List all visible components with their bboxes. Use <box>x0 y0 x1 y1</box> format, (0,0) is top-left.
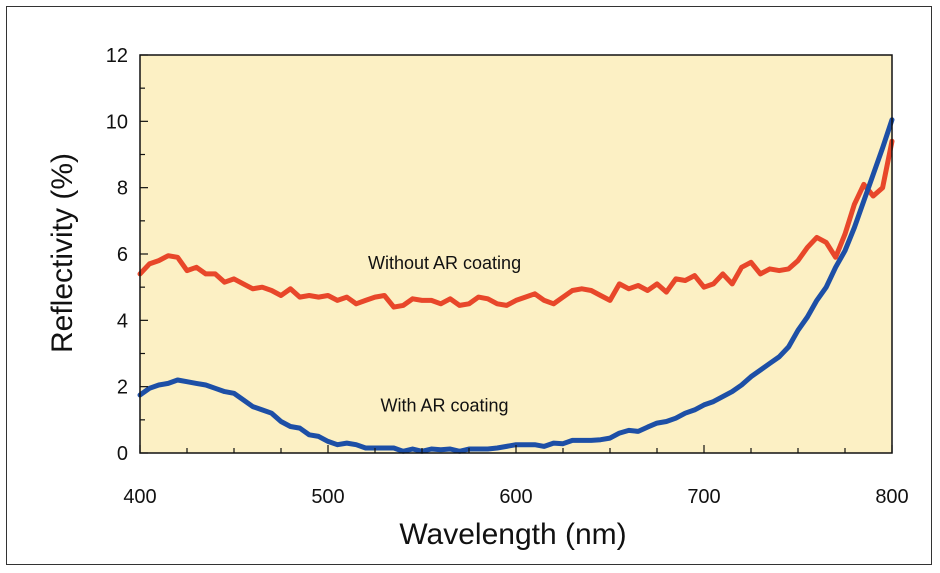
y-tick-label: 10 <box>106 111 128 133</box>
series-line-1 <box>137 117 895 454</box>
x-axis-label: Wavelength (nm) <box>399 518 626 551</box>
x-tick-label: 700 <box>687 486 720 508</box>
annotation-1: With AR coating <box>381 396 509 416</box>
y-tick-label: 6 <box>117 244 128 266</box>
series-line-0 <box>137 138 895 310</box>
x-tick-label: 400 <box>123 486 156 508</box>
annotation-0: Without AR coating <box>368 253 521 273</box>
x-tick-label: 500 <box>311 486 344 508</box>
x-tick-label: 800 <box>875 486 908 508</box>
y-axis-label: Reflectivity (%) <box>46 153 79 353</box>
y-tick-label: 12 <box>106 45 128 67</box>
y-tick-label: 4 <box>117 310 128 332</box>
y-tick-label: 2 <box>117 377 128 399</box>
y-tick-label: 8 <box>117 178 128 200</box>
y-tick-label: 0 <box>117 443 128 465</box>
x-tick-label: 600 <box>499 486 532 508</box>
plot-area <box>140 55 892 453</box>
